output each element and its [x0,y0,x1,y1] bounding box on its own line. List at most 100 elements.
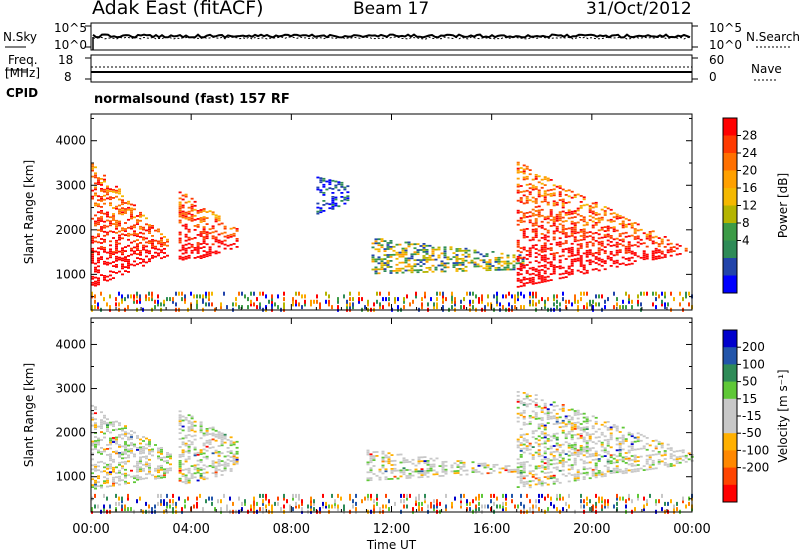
power-cell [585,255,589,258]
power-cell [621,226,625,229]
velocity-cell [585,434,589,436]
power-cell [496,299,498,304]
velocity-cell [594,452,598,455]
velocity-cell [549,447,553,450]
velocity-cell [591,441,595,443]
power-cell [91,257,94,260]
velocity-region-1 [178,410,239,485]
velocity-cell [124,433,127,435]
power-cell [532,299,534,304]
velocity-cell [591,415,595,418]
power-cell [552,256,556,259]
velocity-cell [561,459,565,462]
power-cell [585,235,589,238]
power-cell [564,240,568,242]
power-cell [121,229,124,232]
power-cell [540,186,544,189]
power-cell [178,231,182,234]
velocity-cell [531,458,535,460]
power-cell [331,206,335,208]
power-cell [118,212,121,215]
power-cell [633,254,637,256]
power-cell [579,245,583,247]
power-cell [564,242,568,244]
power-cell [214,218,218,221]
velocity-cell [187,452,191,454]
velocity-cell [178,420,182,423]
velocity-cell [202,476,206,479]
power-cell [184,255,188,258]
power-cell [202,208,206,210]
power-cell [478,297,480,302]
velocity-cell [253,499,255,504]
velocity-cell [103,504,105,509]
power-cell [561,226,565,229]
velocity-cell [106,424,109,426]
velocity-cell [163,470,166,473]
velocity-cell [588,433,592,436]
power-cell [437,264,441,267]
power-cell [549,195,553,197]
power-cell [178,237,182,240]
power-cell [202,297,204,302]
velocity-cell [636,460,640,462]
velocity-cell [420,468,424,471]
velocity-cell [265,504,267,509]
power-cell [127,255,130,257]
velocity-cell [525,439,529,441]
power-cell [564,236,568,238]
velocity-cell [432,463,436,466]
velocity-cell [540,484,544,487]
velocity-cell [519,477,523,480]
power-cell [594,232,598,234]
power-cell [522,194,526,197]
power-cell [540,277,544,279]
velocity-cell [375,451,379,453]
velocity-cell [507,471,511,473]
power-cell [449,246,453,249]
velocity-cell [561,465,565,468]
power-cell [615,245,619,248]
velocity-cell [459,460,463,462]
velocity-cell [136,460,139,463]
power-cell [184,193,188,196]
power-cell [516,189,520,192]
velocity-cell [97,451,100,454]
velocity-cell [543,434,547,437]
power-cell [217,241,221,244]
power-cell [151,291,153,296]
velocity-cell [97,485,100,487]
power-cell [579,229,583,231]
power-cell [482,261,486,264]
velocity-cell [393,467,397,470]
power-cell [328,181,332,184]
power-cell [211,302,213,307]
power-cell [223,227,227,230]
power-cell [115,185,118,188]
velocity-cell [130,448,133,450]
velocity-cell [573,426,577,428]
velocity-cell [310,504,312,509]
velocity-cell [540,480,544,483]
power-cell [115,243,118,246]
velocity-cell [486,466,490,469]
velocity-cell [220,499,222,504]
velocity-cell [172,499,174,504]
power-cell [178,255,182,258]
velocity-cell [190,473,194,475]
power-cell [519,217,523,219]
power-cell [124,210,127,212]
velocity-cell [618,441,622,443]
power-cell [124,250,127,252]
velocity-cell [525,449,529,451]
velocity-cell [417,470,421,473]
velocity-cell [94,467,97,470]
velocity-cell [208,441,212,443]
power-cell [558,243,562,246]
power-cell [410,243,414,246]
velocity-cell [241,507,243,512]
power-cell [202,240,206,242]
velocity-cell [654,453,658,456]
power-cell [460,305,462,310]
power-cell [657,245,661,248]
